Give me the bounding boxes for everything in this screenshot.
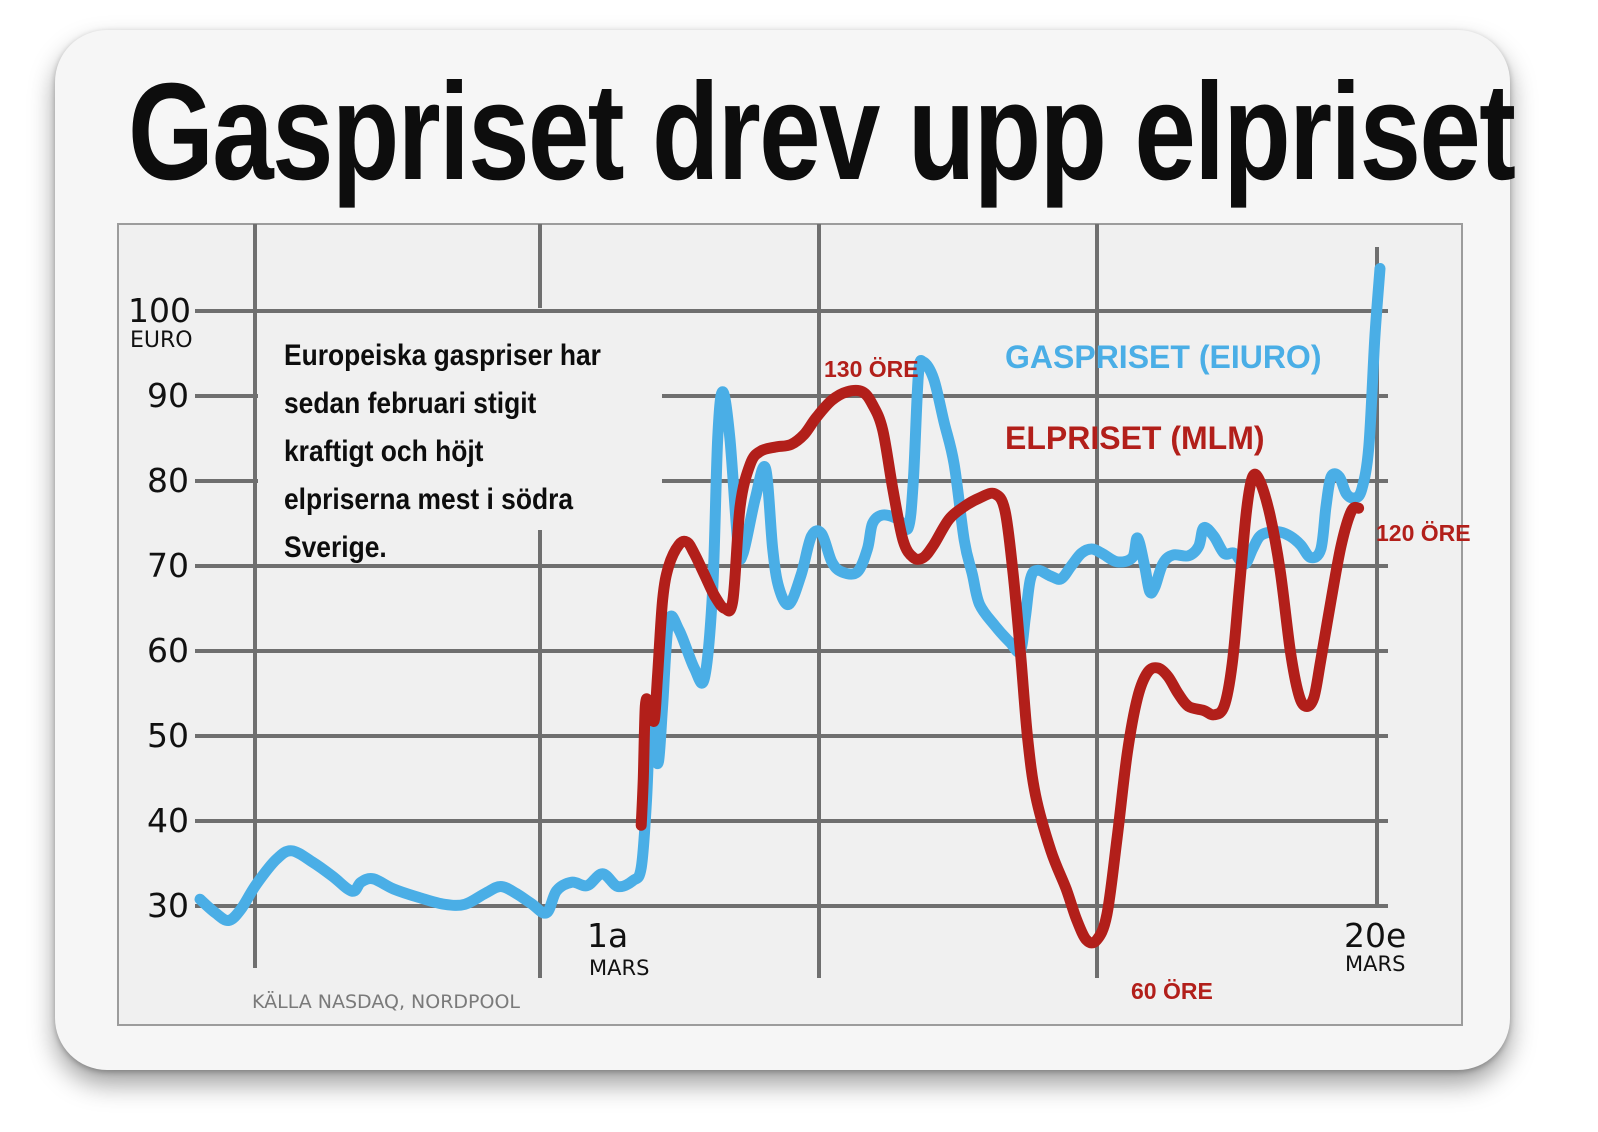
y-axis-ticks: 30 40 50 60 70 80 90 100 <box>128 291 191 925</box>
x-tick-label: 20e <box>1344 916 1406 955</box>
x-tick-sublabel: MARS <box>1345 952 1405 976</box>
series-line-el <box>635 384 1365 949</box>
annotation-130-ore: 130 ÖRE <box>824 356 919 382</box>
x-tick-label: 1a <box>587 916 628 955</box>
y-tick-label: 100 <box>128 291 191 330</box>
y-tick-label: 90 <box>147 376 189 415</box>
x-tick-sublabel: MARS <box>589 956 649 980</box>
y-tick-label: 60 <box>147 631 189 670</box>
legend-gas: GASPRISET (EIURO) <box>1005 339 1321 375</box>
grid-lines <box>195 224 1388 978</box>
annotation-60-ore: 60 ÖRE <box>1131 978 1213 1004</box>
series-lines <box>194 263 1386 949</box>
y-tick-label: 50 <box>147 716 189 755</box>
annotation-120-ore: 120 ÖRE <box>1376 520 1471 546</box>
chart-annotation-text: Europeiska gaspriser har sedan februari … <box>284 339 601 564</box>
series-line-gas <box>194 263 1386 926</box>
source-label: KÄLLA NASDAQ, NORDPOOL <box>252 990 520 1013</box>
y-tick-label: 30 <box>147 886 189 925</box>
y-tick-label: 70 <box>147 546 189 585</box>
y-tick-label: 80 <box>147 461 189 500</box>
legend-el: ELPRISET (MLM) <box>1005 420 1265 456</box>
y-axis-unit: EURO <box>130 328 193 353</box>
y-tick-label: 40 <box>147 801 189 840</box>
